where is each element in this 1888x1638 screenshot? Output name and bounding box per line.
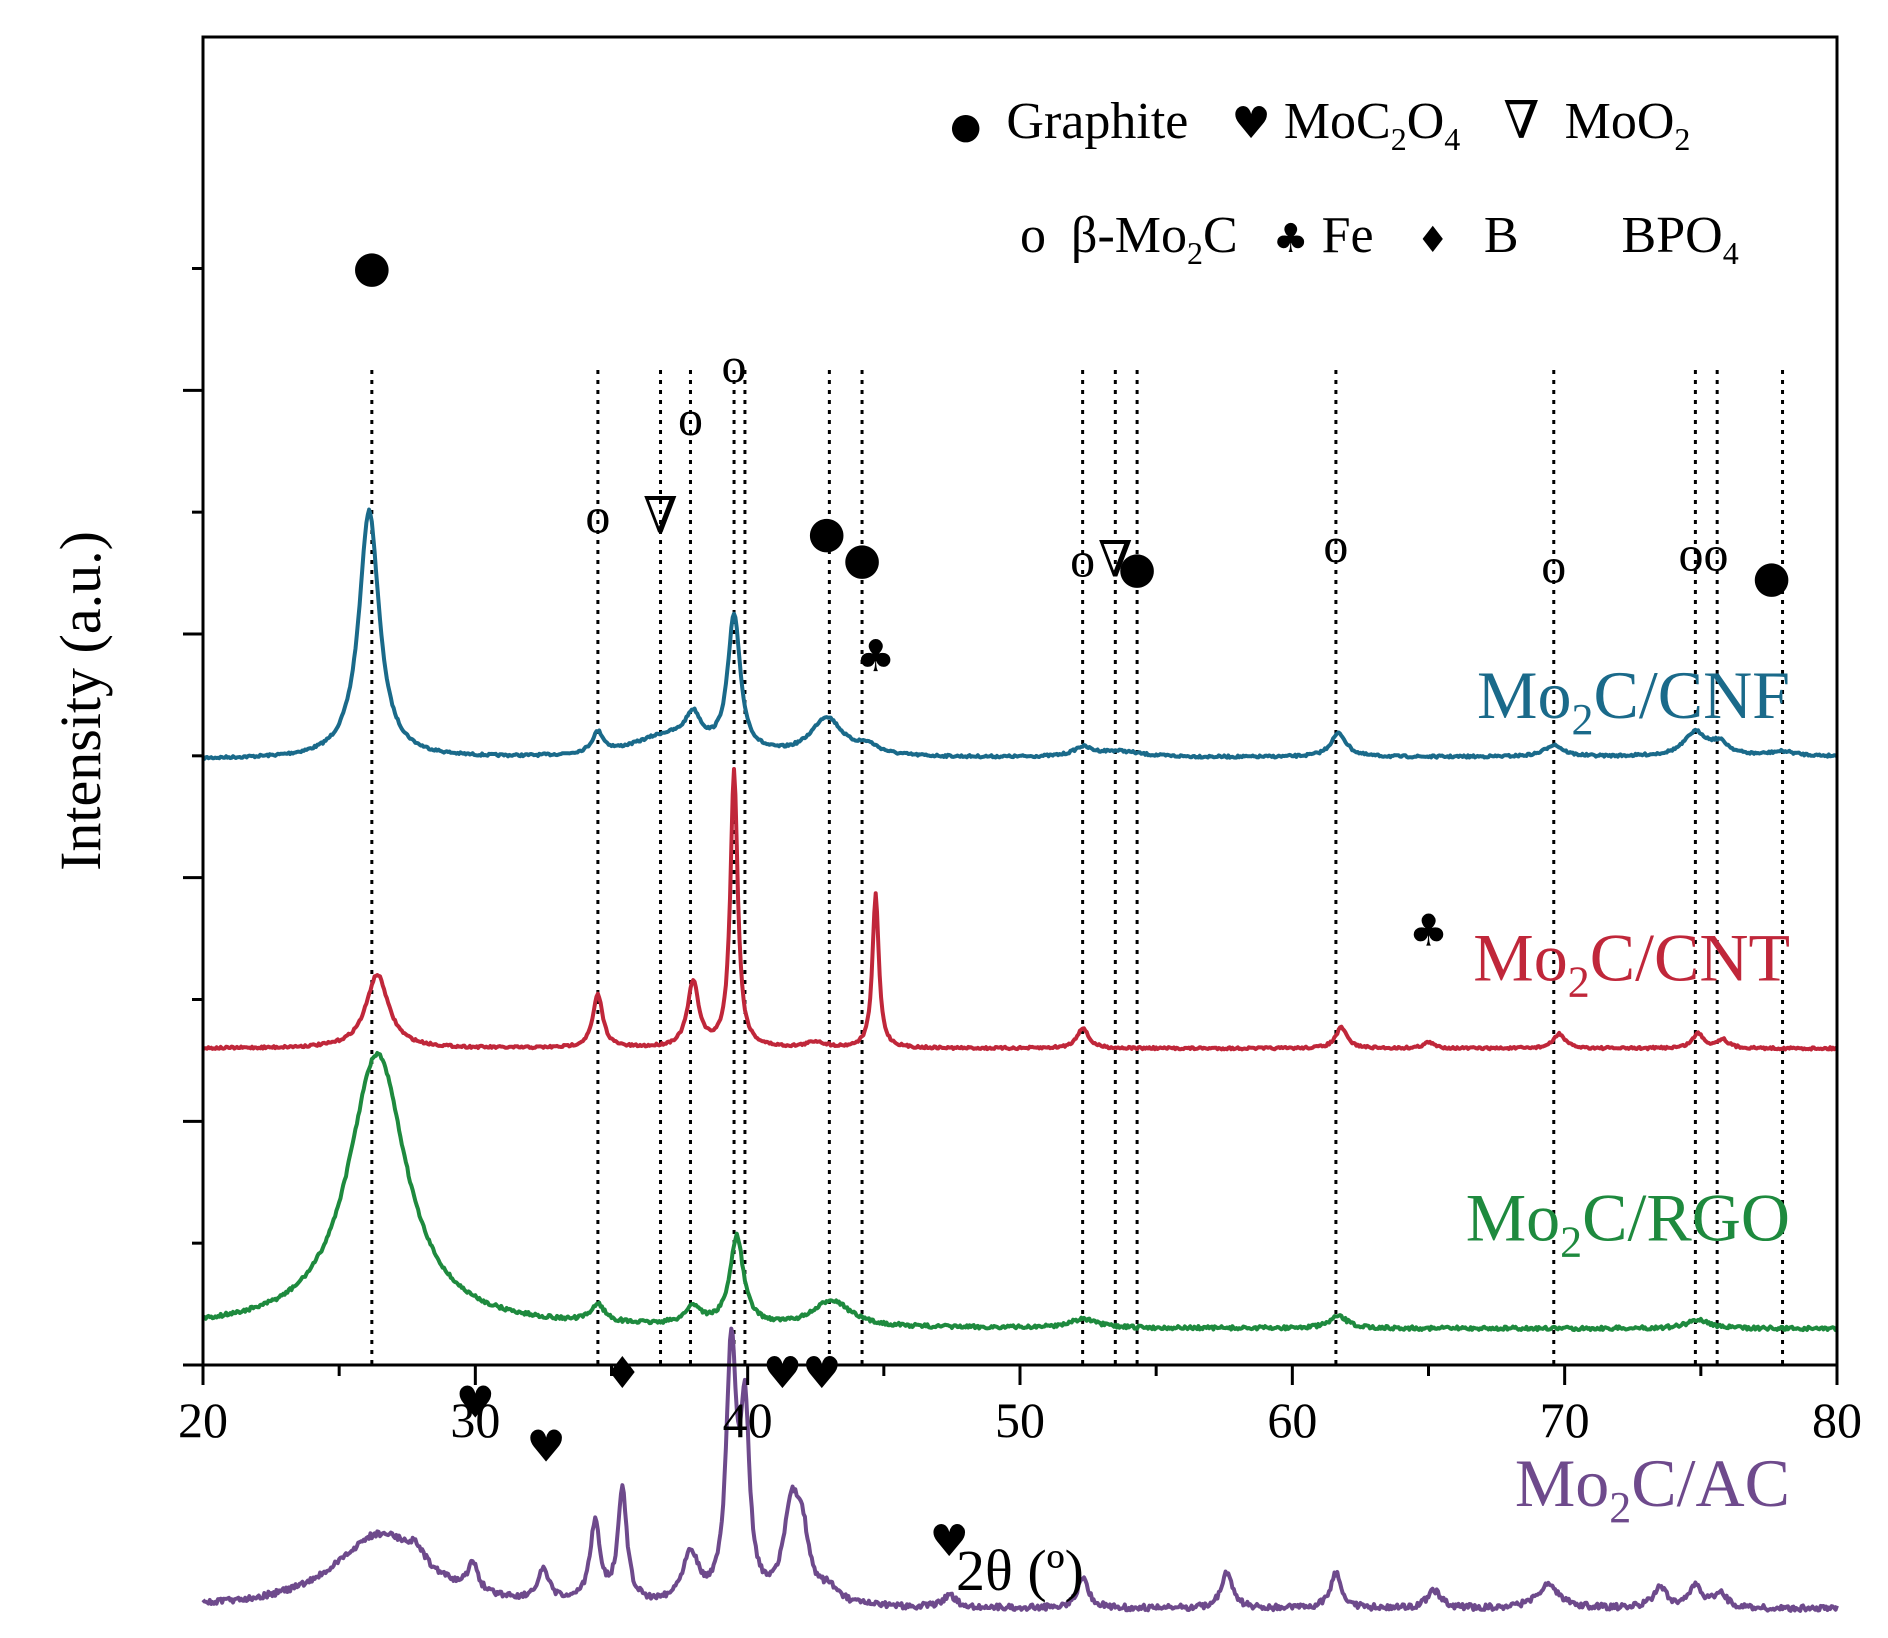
y-axis-label: Intensity (a.u.) [48,531,113,871]
x-tick-label: 60 [1267,1392,1317,1448]
series-label-3: Mo2C/AC [1515,1445,1790,1532]
legend-symbol-moo2: ∇ [1503,93,1539,150]
series-line-2 [201,1051,1838,1333]
legend-label-moo2: MoO [1565,93,1675,150]
legend-mid-mo2c: C [1203,207,1238,264]
peak-marker: ♣ [856,631,895,682]
legend-sub-mocoxalate-2: 4 [1444,121,1460,157]
peak-marker: o [722,337,747,393]
peak-marker: ● [353,242,391,293]
series-label-0: Mo2C/CNF [1477,657,1790,744]
series-group [201,507,1839,1613]
series-labels: Mo2C/CNF Mo2C/CNT Mo2C/RGO Mo2C/AC [1466,657,1790,1532]
x-tick-label: 80 [1812,1392,1862,1448]
peak-marker: o [678,390,703,446]
legend-symbol-graphite: ● [950,106,981,147]
peak-marker: ● [807,507,845,558]
x-axis: 20 30 40 50 60 70 80 [178,1365,1862,1448]
x-tick-label: 30 [450,1392,500,1448]
legend-sub-mo2c: 2 [1187,235,1203,271]
peak-marker: o [1541,537,1566,593]
peak-marker: ♣ [1409,905,1448,956]
series-line-1 [201,767,1839,1052]
reference-lines [370,370,1785,1365]
series-line-0 [201,507,1839,761]
legend-label-mo2c: β-Mo [1071,207,1187,264]
x-tick-label: 50 [995,1392,1045,1448]
legend: ● Graphite ♥ MoC2O4 ∇ MoO2 o β-Mo2C ♣ Fe… [950,93,1739,271]
legend-symbol-b: ♦ [1417,220,1449,261]
peak-marker: o [1070,532,1095,588]
series-label-2: Mo2C/RGO [1466,1179,1790,1266]
legend-symbol-fe: ♣ [1273,216,1309,262]
legend-label-fe: Fe [1322,207,1374,264]
y-axis [183,266,203,1367]
x-tick-label: 20 [178,1392,228,1448]
legend-label-mocoxalate: MoC [1284,93,1391,150]
peak-marker: ● [1752,551,1790,602]
legend-row-2: o β-Mo2C ♣ Fe ♦ B BPO4 [1020,207,1739,271]
legend-row-1: ● Graphite ♥ MoC2O4 ∇ MoO2 [950,93,1690,162]
peak-marker: ♥ [929,1516,968,1567]
peak-marker: ♥ [526,1422,565,1473]
peak-marker: ♥ [456,1377,495,1428]
legend-sub-bpo4: 4 [1723,235,1739,271]
legend-mid-mocoxalate: O [1407,93,1445,150]
peak-marker: oo [1679,526,1729,582]
x-tick-label: 40 [723,1392,773,1448]
legend-label-graphite: Graphite [1006,93,1188,150]
peak-marker: o [1323,517,1348,573]
x-tick-label: 70 [1540,1392,1590,1448]
peak-marker: o [585,487,610,543]
peak-marker: ♦ [603,1348,642,1399]
legend-sub-mocoxalate-1: 2 [1391,121,1407,157]
peak-marker: ♥♥ [763,1348,842,1399]
peak-marker: ∇ [643,487,678,543]
legend-label-bpo4: BPO [1622,207,1723,264]
series-label-1: Mo2C/CNT [1473,920,1790,1007]
peak-marker: ● [1118,542,1156,593]
legend-sub-moo2: 2 [1674,121,1690,157]
peak-marker: ● [843,534,881,585]
peak-marker: ∇ [1098,532,1133,588]
legend-symbol-mocoxalate: ♥ [1231,98,1270,149]
x-axis-label: 2θ (º) [956,1538,1084,1603]
series-line-3 [201,1326,1839,1613]
legend-label-b: B [1484,207,1519,264]
annotations: ●ooo ∇ ●● o ∇● o o oo ●♣♣♥♥♦ ♥♥♥ [353,242,1791,1567]
legend-symbol-mo2c: o [1020,207,1046,264]
